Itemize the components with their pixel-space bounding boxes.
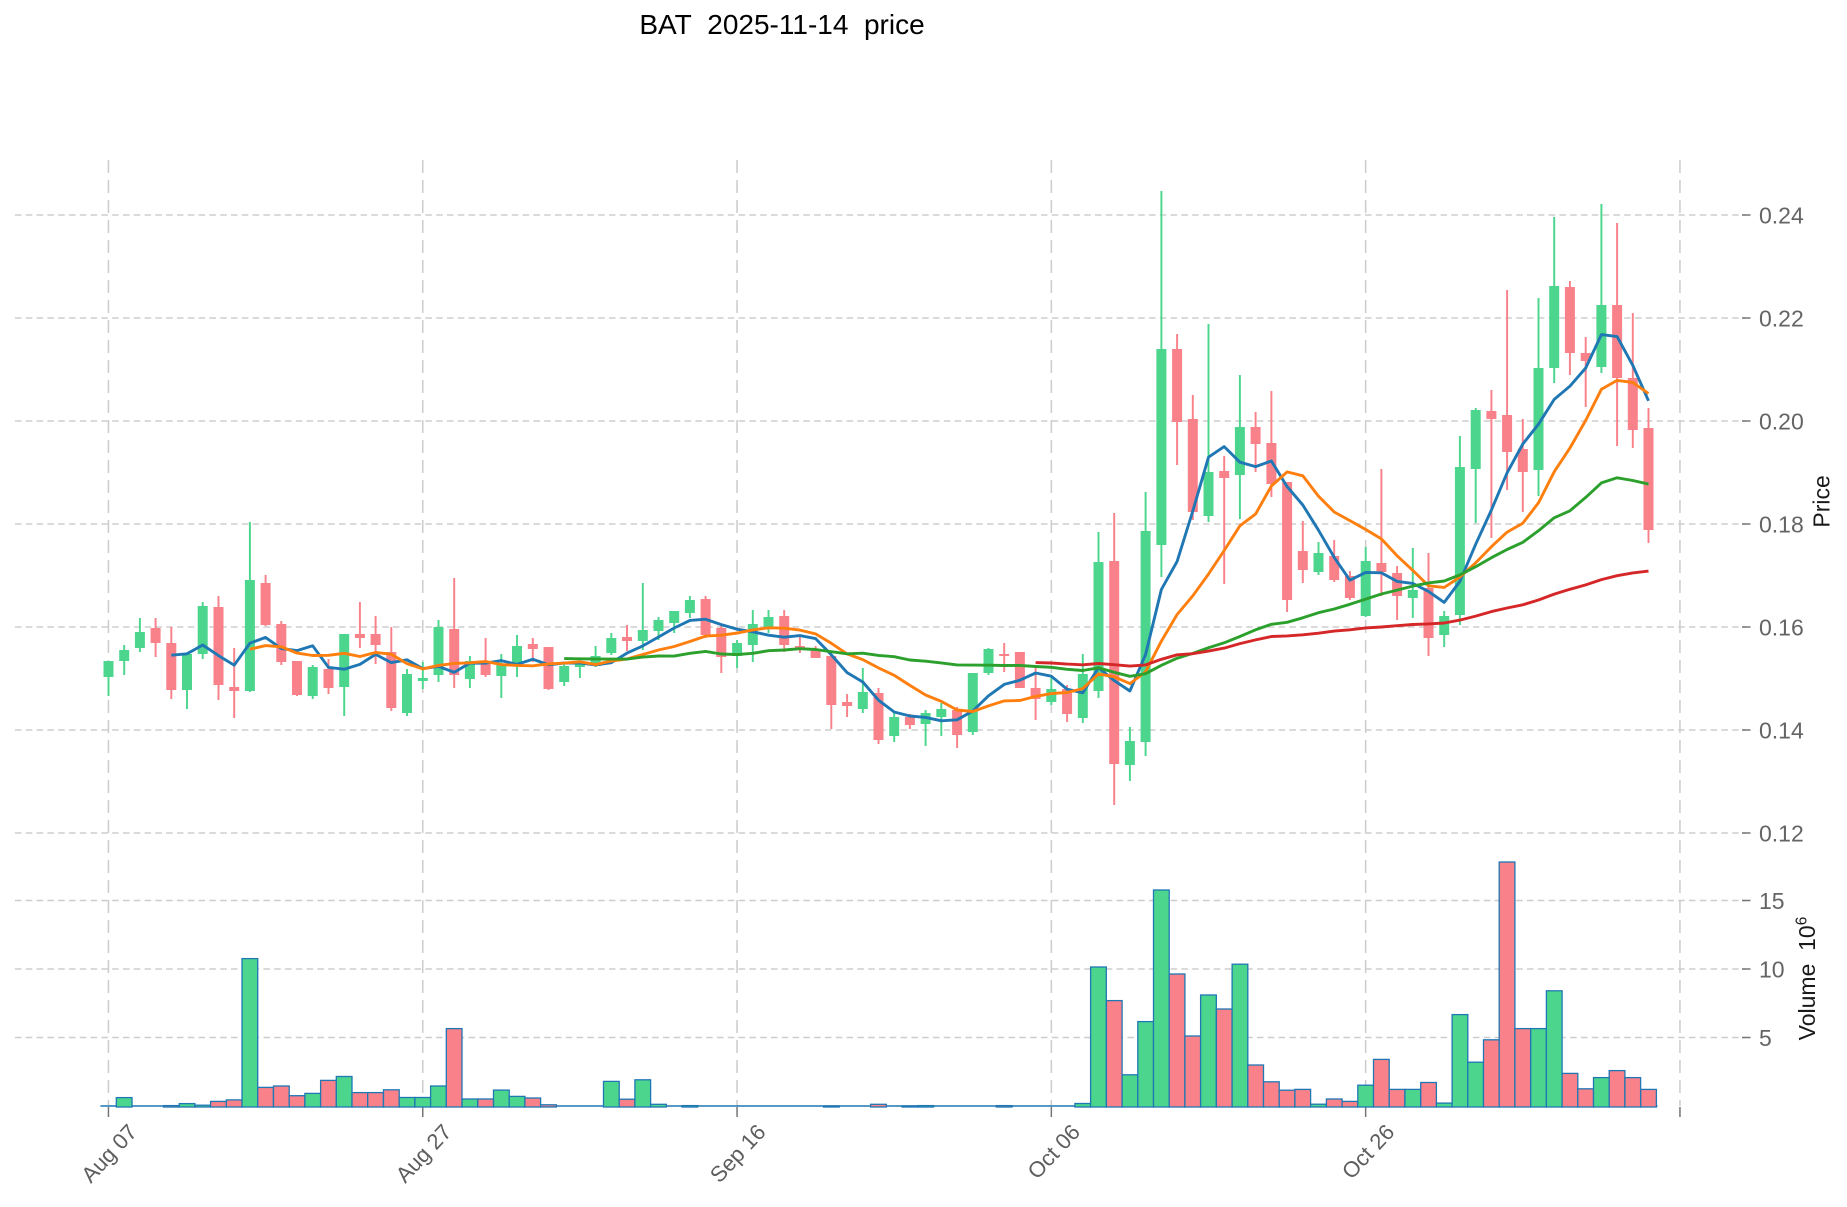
svg-text:Price: Price	[1809, 475, 1835, 527]
svg-text:0.20: 0.20	[1759, 409, 1804, 435]
svg-text:10: 10	[1759, 957, 1785, 983]
svg-text:BAT 2025-11-14 price: BAT 2025-11-14 price	[639, 9, 924, 40]
svg-text:5: 5	[1759, 1025, 1772, 1051]
svg-text:0.14: 0.14	[1759, 718, 1804, 744]
svg-text:0.22: 0.22	[1759, 306, 1804, 332]
svg-text:0.12: 0.12	[1759, 821, 1804, 847]
svg-text:15: 15	[1759, 888, 1785, 914]
svg-text:Volume 106: Volume 106	[1794, 917, 1821, 1041]
svg-text:0.24: 0.24	[1759, 203, 1804, 229]
svg-text:0.18: 0.18	[1759, 512, 1804, 538]
svg-text:0.16: 0.16	[1759, 615, 1804, 641]
